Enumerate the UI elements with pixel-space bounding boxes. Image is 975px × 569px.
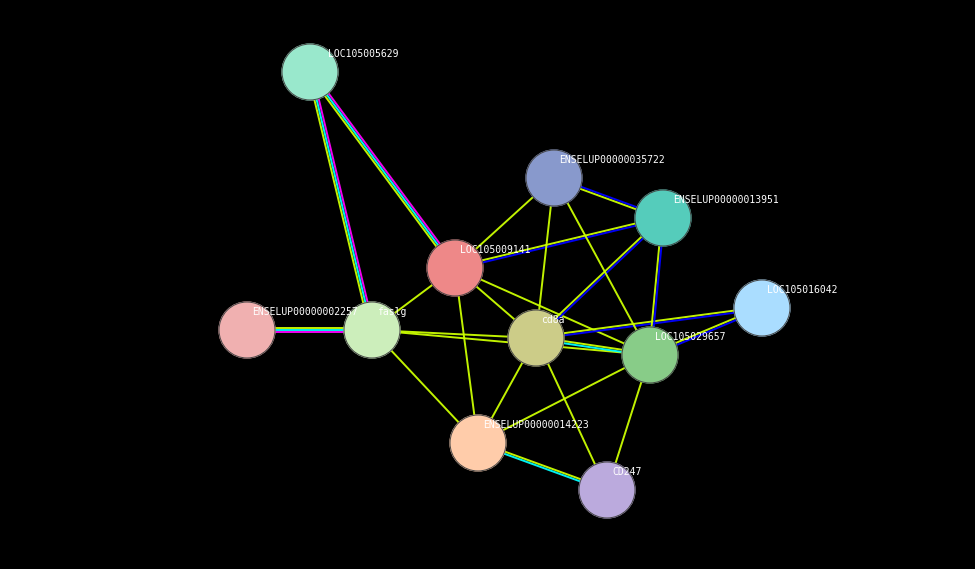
Text: CD247: CD247 <box>612 467 642 477</box>
Text: cd8a: cd8a <box>541 315 565 325</box>
Text: ENSELUP00000035722: ENSELUP00000035722 <box>559 155 665 165</box>
Circle shape <box>622 327 678 383</box>
Text: LOC105009141: LOC105009141 <box>460 245 530 255</box>
Text: ENSELUP00000002257: ENSELUP00000002257 <box>252 307 358 317</box>
Circle shape <box>344 302 400 358</box>
Circle shape <box>734 280 790 336</box>
Circle shape <box>450 415 506 471</box>
Text: LOC105016042: LOC105016042 <box>767 285 838 295</box>
Circle shape <box>219 302 275 358</box>
Circle shape <box>282 44 338 100</box>
Circle shape <box>427 240 483 296</box>
Text: LOC105029657: LOC105029657 <box>655 332 725 342</box>
Circle shape <box>635 190 691 246</box>
Circle shape <box>508 310 564 366</box>
Circle shape <box>579 462 635 518</box>
Text: faslg: faslg <box>377 307 407 317</box>
Text: ENSELUP00000013951: ENSELUP00000013951 <box>673 195 779 205</box>
Text: ENSELUP00000014223: ENSELUP00000014223 <box>483 420 589 430</box>
Text: LOC105005629: LOC105005629 <box>328 49 399 59</box>
Circle shape <box>526 150 582 206</box>
